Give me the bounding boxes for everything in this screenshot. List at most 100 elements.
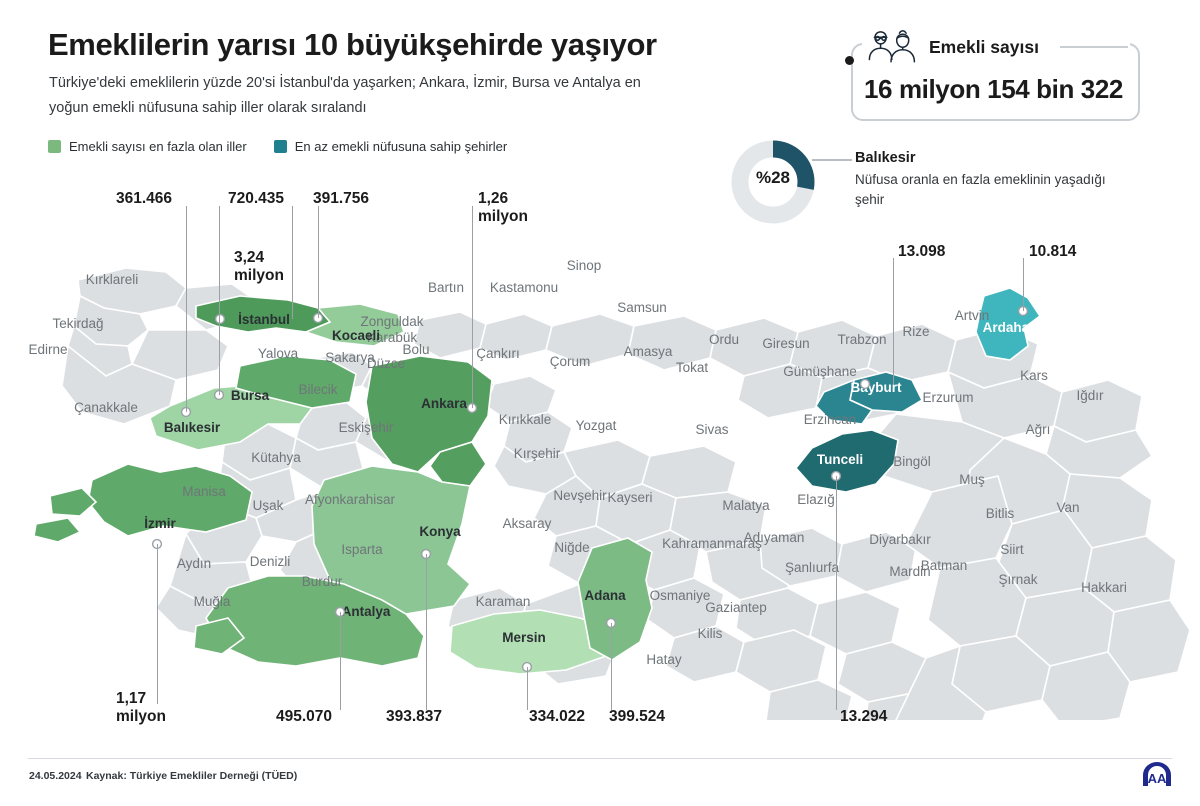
province-label-karaman: Karaman bbox=[476, 594, 531, 609]
province-label-antalya: Antalya bbox=[342, 604, 391, 619]
province-label-hakkari: Hakkari bbox=[1081, 580, 1127, 595]
page-title: Emeklilerin yarısı 10 büyükşehirde yaşıy… bbox=[48, 27, 657, 62]
badge-value: 16 milyon 154 bin 322 bbox=[864, 74, 1123, 104]
province-label-amasya: Amasya bbox=[624, 344, 673, 359]
province-label-isparta: Isparta bbox=[341, 542, 383, 557]
province-label-nevsehir: Nevşehir bbox=[553, 488, 607, 503]
legend-item-highest: Emekli sayısı en fazla olan iller bbox=[48, 139, 247, 154]
callout-istanbul: 3,24 milyon bbox=[234, 249, 284, 284]
province-label-bursa: Bursa bbox=[231, 388, 270, 403]
province-label-karabuk: Karabük bbox=[367, 330, 418, 345]
province-label-adana: Adana bbox=[584, 588, 626, 603]
callout-ankara: 1,26 milyon bbox=[478, 190, 528, 225]
province-label-gaziantep: Gaziantep bbox=[705, 600, 767, 615]
province-label-mardin: Mardin bbox=[889, 564, 930, 579]
province-label-ordu: Ordu bbox=[709, 332, 739, 347]
province-label-kahramanmaras: Kahramanmaraş bbox=[662, 536, 762, 551]
legend-label-highest: Emekli sayısı en fazla olan iller bbox=[69, 139, 247, 154]
province-label-zonguldak: Zonguldak bbox=[360, 314, 423, 329]
province-label-yozgat: Yozgat bbox=[576, 418, 617, 433]
marker-dot-ardahan bbox=[1017, 305, 1029, 317]
leader-line-antalya bbox=[340, 612, 342, 710]
province-label-gumushane: Gümüşhane bbox=[783, 364, 857, 379]
province-label-trabzon: Trabzon bbox=[837, 332, 886, 347]
province-label-malatya: Malatya bbox=[722, 498, 770, 513]
province-label-tunceli: Tunceli bbox=[817, 452, 863, 467]
province-label-bingol: Bingöl bbox=[893, 454, 931, 469]
province-label-bolu: Bolu bbox=[402, 342, 429, 357]
donut-percent-label: %28 bbox=[755, 168, 791, 187]
balikesir-donut-chart bbox=[731, 140, 815, 224]
marker-dot-tunceli bbox=[830, 470, 842, 482]
province-label-tekirdag: Tekirdağ bbox=[52, 316, 103, 331]
leader-line-bursa bbox=[219, 206, 221, 395]
footer-source: Kaynak: Türkiye Emekliler Derneği (TÜED) bbox=[86, 770, 298, 782]
callout-kocaeli: 391.756 bbox=[313, 190, 370, 207]
elderly-couple-icon bbox=[868, 30, 916, 63]
callout-antalya: 495.070 bbox=[276, 708, 333, 725]
province-label-ardahan: Ardahan bbox=[983, 320, 1038, 335]
footer-divider bbox=[28, 758, 1172, 759]
province-label-yalova: Yalova bbox=[258, 346, 299, 361]
province-label-mersin: Mersin bbox=[502, 630, 546, 645]
province-label-kayseri: Kayseri bbox=[607, 490, 652, 505]
province-label-kars: Kars bbox=[1020, 368, 1048, 383]
province-label-adiyaman: Adıyaman bbox=[744, 530, 805, 545]
province-label-usak: Uşak bbox=[253, 498, 284, 513]
page-subtitle: Türkiye'deki emeklilerin yüzde 20'si İst… bbox=[49, 75, 641, 116]
leader-line-bayburt bbox=[893, 258, 895, 384]
leader-line-konya bbox=[426, 554, 428, 710]
province-label-canakkale: Çanakkale bbox=[74, 400, 138, 415]
marker-dot-bayburt bbox=[859, 378, 871, 390]
leader-line-mersin bbox=[527, 667, 529, 710]
callout-bayburt: 13.098 bbox=[898, 243, 946, 260]
province-label-kilis: Kilis bbox=[698, 626, 723, 641]
province-label-afyonkarahisar: Afyonkarahisar bbox=[305, 492, 396, 507]
badge-label: Emekli sayısı bbox=[929, 37, 1039, 57]
leader-line-kocaeli bbox=[318, 206, 320, 318]
province-label-burdur: Burdur bbox=[302, 574, 343, 589]
marker-dot-mersin bbox=[521, 661, 533, 673]
province-label-kutahya: Kütahya bbox=[251, 450, 301, 465]
province-label-sivas: Sivas bbox=[695, 422, 728, 437]
leader-line-ankara bbox=[472, 206, 474, 408]
legend: Emekli sayısı en fazla olan iller En az … bbox=[48, 139, 507, 154]
province-label-cankiri: Çankırı bbox=[476, 346, 520, 361]
aa-logo: AA bbox=[1143, 762, 1171, 786]
province-label-istanbul: İstanbul bbox=[238, 312, 290, 327]
province-label-bartin: Bartın bbox=[428, 280, 464, 295]
province-label-manisa: Manisa bbox=[182, 484, 226, 499]
province-label-konya: Konya bbox=[419, 524, 461, 539]
legend-swatch-teal bbox=[273, 140, 287, 153]
legend-swatch-green bbox=[48, 140, 61, 153]
province-label-batman: Batman bbox=[921, 558, 968, 573]
province-label-balikesir: Balıkesir bbox=[164, 420, 221, 435]
province-label-sakarya: Sakarya bbox=[325, 350, 375, 365]
province-label-corum: Çorum bbox=[550, 354, 591, 369]
callout-adana: 399.524 bbox=[609, 708, 666, 725]
turkey-province-map: .prov { stroke:#ffffff; stroke-width:1.6… bbox=[28, 258, 1191, 720]
province-label-kirsehir: Kırşehir bbox=[514, 446, 561, 461]
callout-izmir: 1,17 milyon bbox=[116, 690, 166, 725]
leader-line-adana bbox=[611, 623, 613, 710]
svg-text:AA: AA bbox=[1148, 771, 1167, 786]
leader-line-ardahan bbox=[1023, 258, 1025, 311]
province-label-diyarbakir: Diyarbakır bbox=[869, 532, 931, 547]
province-label-elazig: Elazığ bbox=[797, 492, 835, 507]
province-label-artvin: Artvin bbox=[955, 308, 990, 323]
province-label-bitlis: Bitlis bbox=[986, 506, 1015, 521]
province-label-kirikkale: Kırıkkale bbox=[499, 412, 552, 427]
province-label-sinop: Sinop bbox=[567, 258, 602, 273]
legend-item-lowest: En az emekli nüfusuna sahip şehirler bbox=[273, 139, 508, 154]
leader-line-istanbul bbox=[292, 206, 294, 319]
province-label-hatay: Hatay bbox=[646, 652, 682, 667]
legend-label-lowest: En az emekli nüfusuna sahip şehirler bbox=[294, 139, 508, 154]
province-label-van: Van bbox=[1056, 500, 1079, 515]
donut-description: Nüfusa oranla en fazla emeklinin yaşadığ… bbox=[855, 172, 1106, 207]
province-label-ankara: Ankara bbox=[421, 396, 467, 411]
province-label-kastamonu: Kastamonu bbox=[490, 280, 558, 295]
callout-bursa: 720.435 bbox=[228, 190, 285, 207]
badge-anchor-dot bbox=[845, 56, 854, 65]
province-label-duzce: Düzce bbox=[367, 356, 405, 371]
donut-leader-line bbox=[812, 159, 852, 161]
